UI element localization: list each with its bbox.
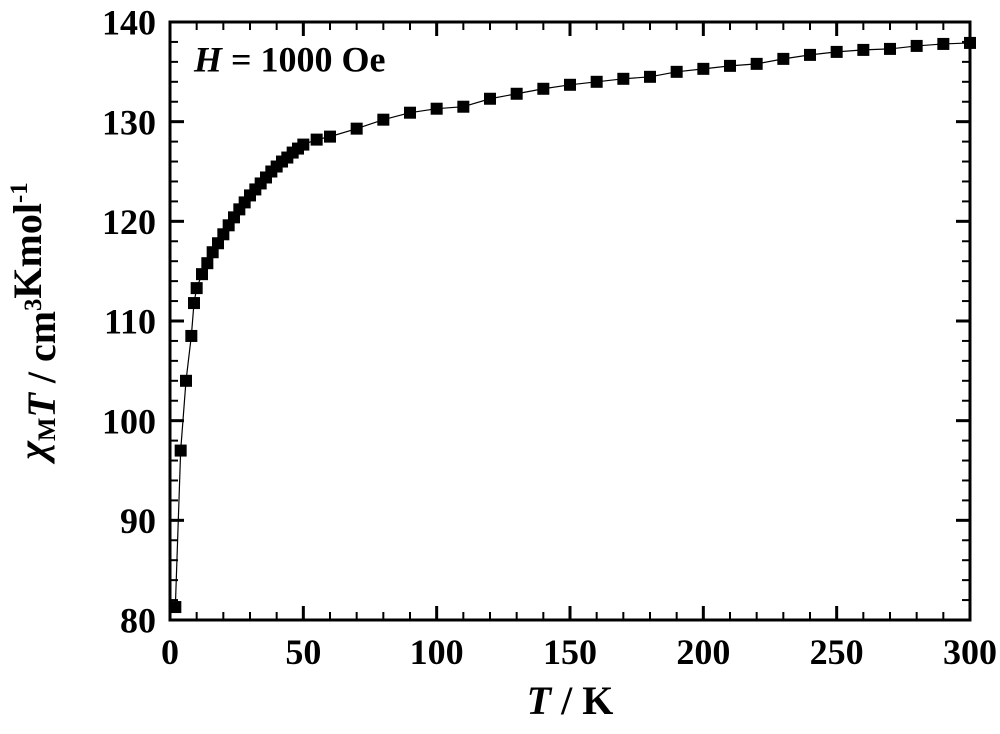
data-marker (751, 58, 763, 70)
data-marker (404, 107, 416, 119)
y-tick-label: 110 (104, 302, 156, 342)
data-marker (644, 71, 656, 83)
y-tick-label: 130 (102, 102, 156, 142)
data-marker (188, 297, 200, 309)
data-marker (591, 76, 603, 88)
data-marker (431, 103, 443, 115)
data-marker (351, 123, 363, 135)
y-tick-label: 90 (120, 501, 156, 541)
y-tick-label: 140 (102, 3, 156, 43)
data-marker (196, 268, 208, 280)
data-marker (937, 38, 949, 50)
data-marker (884, 43, 896, 55)
data-marker (169, 601, 181, 613)
data-marker (831, 46, 843, 58)
x-axis-label: T / K (527, 678, 614, 723)
data-marker (804, 49, 816, 61)
x-tick-label: 300 (943, 632, 997, 672)
data-marker (191, 282, 203, 294)
y-tick-label: 120 (102, 202, 156, 242)
data-marker (201, 257, 213, 269)
data-marker (697, 63, 709, 75)
data-marker (671, 66, 683, 78)
data-marker (484, 93, 496, 105)
data-marker (511, 88, 523, 100)
x-tick-label: 50 (285, 632, 321, 672)
x-tick-label: 200 (676, 632, 730, 672)
x-tick-label: 150 (543, 632, 597, 672)
data-marker (617, 73, 629, 85)
chart-container: 0 50 100 150 200 250 300 80 90 100 110 120 130 140 H =… (0, 0, 1000, 734)
data-marker (324, 131, 336, 143)
data-marker (457, 101, 469, 113)
data-marker (964, 37, 976, 49)
data-marker (777, 53, 789, 65)
data-marker (185, 330, 197, 342)
x-tick-label: 0 (161, 632, 179, 672)
data-marker (311, 134, 323, 146)
y-tick-label: 80 (120, 601, 156, 641)
data-marker (537, 83, 549, 95)
data-marker (564, 79, 576, 91)
data-marker (911, 40, 923, 52)
data-marker (724, 60, 736, 72)
x-tick-label: 100 (410, 632, 464, 672)
chart-svg: 0 50 100 150 200 250 300 80 90 100 110 120 130 140 H =… (0, 0, 1000, 734)
x-tick-label: 250 (810, 632, 864, 672)
y-tick-label: 100 (102, 401, 156, 441)
data-marker (377, 114, 389, 126)
field-annotation: H = 1000 Oe (193, 40, 386, 80)
data-marker (175, 445, 187, 457)
data-marker (857, 44, 869, 56)
data-marker (297, 139, 309, 151)
data-marker (180, 375, 192, 387)
